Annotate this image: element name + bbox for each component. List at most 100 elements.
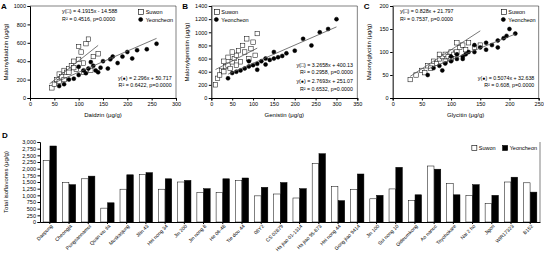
y-axis: 02004006008001000: [14, 3, 31, 101]
legend-label: Yeoncheon: [221, 17, 248, 23]
tick-mark: [209, 59, 212, 60]
legend-entry: Yeoncheon: [214, 17, 248, 23]
series-points: [408, 41, 482, 82]
tick-label: 50: [419, 101, 425, 107]
bar: [281, 183, 288, 222]
axis-line: [390, 7, 393, 99]
bar: [473, 185, 480, 222]
tick-label: 3,000: [22, 139, 36, 145]
trend-line: [216, 48, 258, 69]
point: [461, 57, 465, 61]
point: [334, 17, 338, 21]
tick-label: Hei nong 34: [146, 223, 169, 246]
tick-mark: [28, 61, 31, 62]
tick-label: 800: [17, 22, 26, 28]
point: [408, 77, 412, 81]
tick: 100: [249, 98, 258, 107]
legend-entry: Yeoncheon: [139, 17, 173, 23]
bar: [197, 193, 204, 222]
tick-label: Muskasjung: [107, 223, 130, 246]
tick-label: 200: [505, 101, 514, 107]
point: [116, 61, 120, 65]
point: [466, 41, 470, 45]
tick-label: 600: [198, 56, 207, 62]
point: [236, 48, 240, 52]
tick-label: 100: [249, 101, 258, 107]
bar: [255, 196, 262, 222]
legend-marker: [503, 146, 508, 151]
point: [72, 59, 76, 63]
point: [94, 68, 98, 72]
tick: Ao nanuc: [419, 222, 439, 242]
tick-mark: [38, 209, 41, 210]
tick-label: 200: [17, 77, 26, 83]
tick: 3,000: [22, 139, 40, 145]
tick-label: 08Y2: [253, 223, 266, 236]
tick-mark: [38, 195, 41, 196]
tick-label: 150: [99, 101, 108, 107]
tick: Nai 2 ho: [459, 222, 477, 240]
bar: [204, 189, 211, 222]
tick: 400: [17, 58, 30, 64]
point: [255, 68, 259, 72]
point: [96, 52, 100, 56]
tick: Muskasjung: [107, 222, 130, 246]
tick: WIR17323: [494, 222, 515, 244]
legend-entry: Suwon: [501, 9, 525, 15]
tick-label: Jilin 43: [135, 223, 150, 238]
bar-series: [50, 146, 537, 222]
tick-label: 1,500: [22, 179, 36, 185]
tick-mark: [38, 215, 41, 216]
point: [253, 53, 257, 57]
tick: 1,000: [22, 193, 40, 199]
tick: 2,000: [22, 166, 40, 172]
panel: C050100150200Malonylglycitin (μg/g)05010…: [364, 2, 544, 118]
axis-line: [38, 143, 41, 223]
legend-marker: [139, 18, 143, 22]
bar: [242, 178, 249, 222]
tick: 250: [148, 98, 157, 107]
bar: [184, 180, 191, 222]
tick: 200: [291, 98, 300, 107]
tick: Daepung: [35, 222, 54, 242]
tick-label: Jin 200: [173, 223, 189, 239]
tick-label: Gong jiao 9414: [333, 223, 361, 251]
point: [264, 62, 268, 66]
point: [91, 54, 95, 58]
plot-area: [43, 146, 537, 222]
tick: Gong jiao 9414: [333, 222, 361, 251]
tick: Tie dou 44: [225, 222, 246, 244]
annotation: R² = 0.608, p=0.0000: [484, 82, 534, 88]
frame-line: [176, 6, 177, 98]
point: [106, 67, 110, 71]
point: [57, 84, 61, 88]
legend: SuwonYeoncheon: [472, 145, 537, 151]
point: [293, 49, 297, 53]
tick-mark: [390, 6, 393, 7]
tick-label: Ha jiao 95-873: [295, 223, 322, 250]
tick-mark: [209, 6, 212, 7]
bar: [293, 198, 300, 222]
tick: Hei nong 34: [146, 222, 169, 246]
point: [135, 48, 139, 52]
point: [484, 48, 488, 52]
tick-label: 600: [17, 40, 26, 46]
bar: [300, 189, 307, 222]
legend-marker: [139, 10, 144, 15]
bar: [120, 189, 127, 222]
bar: [408, 201, 415, 222]
figure-svg: A02004006008001000Malonyldaidzin (μg/g)0…: [0, 0, 544, 269]
point: [67, 70, 71, 74]
tick-label: 150: [379, 26, 388, 32]
tick: 1,750: [22, 173, 40, 179]
tick-label: Tie dou 44: [225, 223, 246, 244]
bar: [108, 203, 115, 222]
bar: [235, 181, 242, 222]
point: [76, 44, 80, 48]
legend-label: Yeoncheon: [510, 145, 537, 151]
frame-line: [538, 6, 539, 98]
tick-label: 0: [392, 101, 395, 107]
point: [240, 43, 244, 47]
legend-marker: [472, 146, 477, 151]
tick-label: 100: [447, 101, 456, 107]
